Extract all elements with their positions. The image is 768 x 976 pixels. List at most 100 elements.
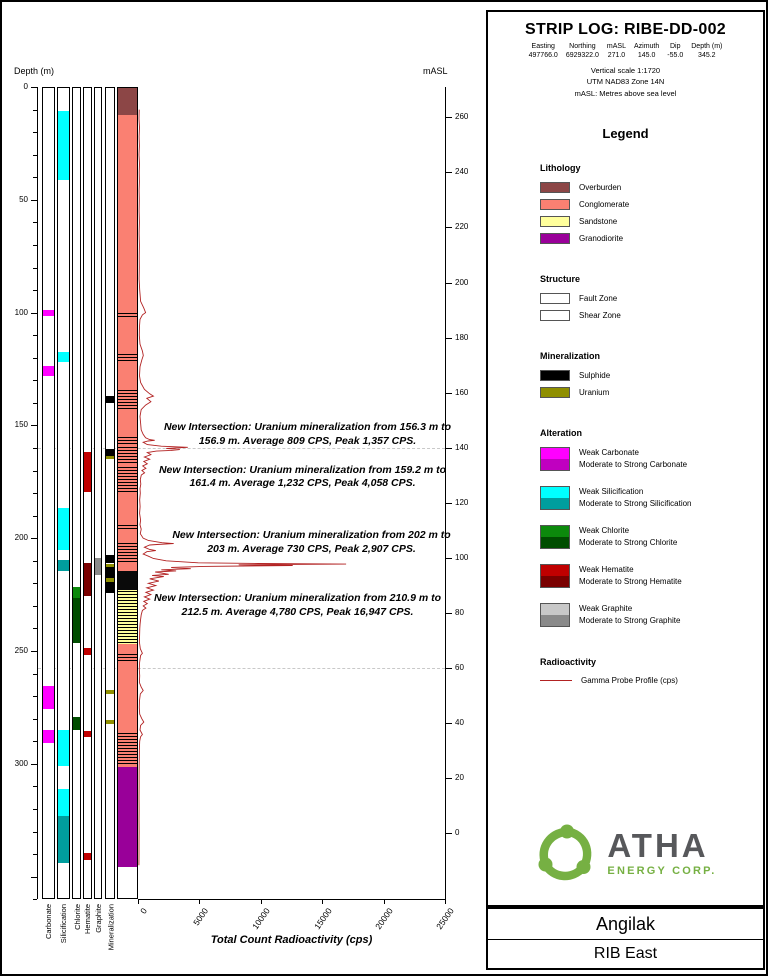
interval-weak bbox=[43, 310, 54, 316]
interval-weak bbox=[84, 647, 91, 656]
interval-sulphide bbox=[106, 567, 114, 578]
cps-tick-label: 15000 bbox=[311, 906, 334, 932]
cps-tick-label: 0 bbox=[138, 906, 150, 916]
depth-minor-tick bbox=[33, 244, 37, 246]
masl-tick bbox=[446, 833, 452, 835]
legend-body: Lithology Overburden Conglomerate Sandstone… bbox=[488, 163, 763, 685]
alteration-labels: Weak Silicification Moderate to Strong Si… bbox=[579, 486, 692, 510]
track-hematite bbox=[83, 87, 92, 899]
masl-tick bbox=[446, 502, 452, 504]
interval-sulphide bbox=[106, 582, 114, 594]
cps-tick-label: 5000 bbox=[191, 906, 211, 928]
cps-tick bbox=[322, 899, 324, 904]
masl-tick-label: 0 bbox=[455, 828, 460, 838]
collar-field-value: 271.0 bbox=[607, 52, 626, 59]
depth-minor-tick bbox=[33, 605, 37, 607]
masl-tick bbox=[446, 172, 452, 174]
masl-tick-label: 260 bbox=[455, 112, 469, 122]
legend-label: Gamma Probe Profile (cps) bbox=[581, 675, 678, 685]
depth-minor-tick bbox=[33, 222, 37, 224]
weak-swatch bbox=[541, 486, 569, 498]
interval-weak bbox=[58, 352, 69, 363]
cps-axis bbox=[138, 899, 445, 900]
fault-zone bbox=[118, 446, 137, 464]
masl-tick-label: 220 bbox=[455, 222, 469, 232]
track-label: Hematite bbox=[83, 904, 93, 935]
collar-field-value: 497766.0 bbox=[528, 52, 558, 59]
depth-minor-tick bbox=[33, 132, 37, 134]
interval-sulphide bbox=[106, 449, 114, 456]
legend-label: Moderate to Strong Hematite bbox=[579, 577, 682, 587]
depth-major-tick bbox=[31, 763, 37, 765]
legend-item: Shear Zone bbox=[540, 309, 763, 321]
lithology-swatch bbox=[540, 215, 570, 227]
interval-weak bbox=[58, 729, 69, 766]
masl-tick bbox=[446, 282, 452, 284]
depth-minor-tick bbox=[33, 560, 37, 562]
depth-major-tick bbox=[31, 199, 37, 201]
interval-weak bbox=[58, 788, 69, 816]
track-label: Chlorite bbox=[72, 904, 82, 930]
intersection-annotation: New Intersection: Uranium mineralization… bbox=[153, 592, 442, 618]
collar-field-label: Azimuth bbox=[633, 43, 660, 50]
masl-tick-label: 120 bbox=[455, 497, 469, 507]
collar-field-label: Depth (m) bbox=[691, 43, 723, 50]
depth-minor-tick bbox=[33, 335, 37, 337]
collar-field: Dip -55.0 bbox=[667, 42, 683, 60]
depth-major-tick bbox=[31, 87, 37, 88]
atha-logo-icon bbox=[538, 824, 592, 881]
interval-strong bbox=[95, 558, 101, 576]
depth-tick-label: 50 bbox=[19, 194, 28, 204]
depth-major-tick bbox=[31, 538, 37, 540]
gamma-line-swatch bbox=[540, 679, 572, 681]
cps-tick-label: 25000 bbox=[434, 906, 457, 932]
interval-strong bbox=[84, 562, 91, 596]
lithology-granodiorite bbox=[118, 767, 137, 867]
interval-weak bbox=[58, 110, 69, 181]
legend-label: Weak Carbonate bbox=[579, 448, 639, 458]
legend-item: Fault Zone bbox=[540, 292, 763, 304]
collar-field: Azimuth 145.0 bbox=[634, 42, 659, 60]
legend-label: Fault Zone bbox=[579, 293, 618, 303]
depth-minor-tick bbox=[33, 267, 37, 269]
legend-alteration-title: Alteration bbox=[540, 427, 583, 438]
legend-structure-title: Structure bbox=[540, 273, 581, 284]
scale-note: mASL: Metres above sea level bbox=[574, 88, 677, 98]
legend-item: Weak Silicification Moderate to Strong Si… bbox=[540, 485, 763, 510]
fault-zone bbox=[118, 524, 137, 532]
collar-field-label: Northing bbox=[569, 43, 596, 50]
alteration-labels: Weak Chlorite Moderate to Strong Chlorite bbox=[579, 525, 677, 549]
legend-item: Weak Graphite Moderate to Strong Graphite bbox=[540, 602, 763, 627]
collar-field-value: 345.2 bbox=[698, 52, 716, 59]
depth-tick-label: 300 bbox=[14, 758, 28, 768]
masl-tick bbox=[446, 778, 452, 780]
track-label: Graphite bbox=[94, 904, 103, 933]
legend-item: Granodiorite bbox=[540, 232, 763, 244]
masl-tick bbox=[446, 447, 452, 449]
legend-lithology: Lithology Overburden Conglomerate Sandstone… bbox=[540, 163, 763, 244]
depth-tick-label: 200 bbox=[14, 533, 28, 543]
legend-label: Sandstone bbox=[579, 216, 618, 226]
interval-strong bbox=[73, 717, 80, 730]
intersection-annotation: New Intersection: Uranium mineralization… bbox=[158, 463, 447, 490]
legend-mineralization-title: Mineralization bbox=[540, 350, 601, 361]
legend-item: Sulphide bbox=[540, 369, 763, 381]
collar-field-value: 6929322.0 bbox=[565, 52, 599, 59]
masl-tick-label: 60 bbox=[455, 663, 464, 673]
fault-zone bbox=[118, 467, 137, 495]
depth-minor-tick bbox=[33, 154, 37, 156]
alteration-labels: Weak Hematite Moderate to Strong Hematite bbox=[579, 564, 682, 588]
masl-tick bbox=[446, 117, 452, 119]
legend-label: Sulphide bbox=[579, 370, 611, 380]
collar-field-value: -55.0 bbox=[667, 52, 684, 59]
depth-minor-tick bbox=[33, 357, 37, 359]
depth-tick-label: 250 bbox=[14, 646, 28, 655]
legend-alteration: Alteration Weak Carbonate Moderate to Stro… bbox=[540, 428, 763, 627]
collar-field: Northing 6929322.0 bbox=[566, 42, 599, 60]
depth-minor-tick bbox=[33, 448, 37, 449]
legend-label: Moderate to Strong Chlorite bbox=[579, 538, 678, 548]
depth-minor-tick bbox=[33, 696, 37, 698]
interval-weak bbox=[43, 365, 54, 376]
depth-major-tick bbox=[31, 651, 37, 652]
weak-swatch bbox=[541, 603, 569, 615]
